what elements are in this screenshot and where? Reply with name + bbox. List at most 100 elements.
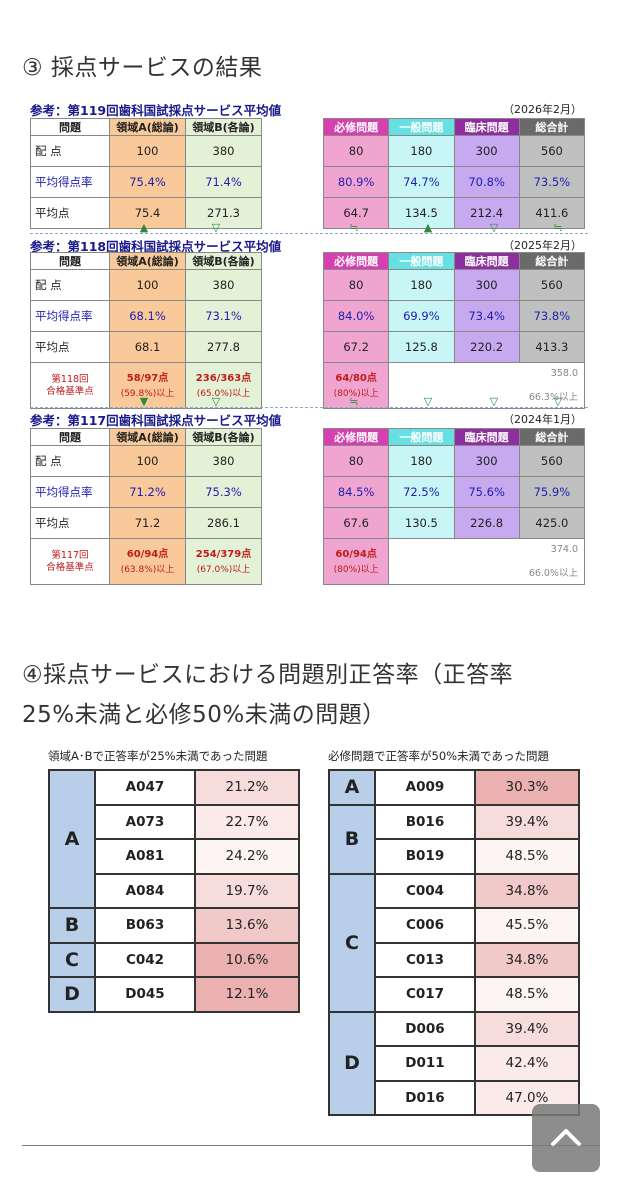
pass-value: 236/363点: [195, 373, 252, 384]
cell: 68.1%: [109, 300, 186, 332]
header-total: 総合計: [518, 428, 586, 446]
cell: 100: [109, 135, 186, 167]
block-117-date: （2024年1月）: [503, 413, 582, 426]
group-cell: A: [48, 769, 96, 909]
correct-rate: 19.7%: [194, 872, 300, 909]
header-area-b: 領域B(各論): [185, 118, 262, 136]
arrow-icon: ▽: [211, 395, 221, 408]
row-label-rate: 平均得点率: [30, 166, 110, 198]
header-area-a: 領域A(総論): [109, 118, 186, 136]
arrow-icon: ▲: [139, 221, 149, 234]
header-hissu: 必修問題: [322, 428, 390, 446]
arrow-icon: ▽: [553, 395, 563, 408]
pass-total-value: 358.0: [550, 368, 578, 379]
section-4-heading-line2: 25%未満と必修50%未満の問題）: [22, 702, 386, 728]
cell: 560: [518, 135, 586, 167]
correct-rate: 30.3%: [474, 769, 580, 806]
pass-value: 60/94点: [335, 549, 377, 560]
header-area-a: 領域A(総論): [109, 428, 186, 446]
question-code: D045: [94, 976, 196, 1013]
row-label-avg: 平均点: [30, 197, 110, 229]
cell: 64.7: [322, 197, 390, 229]
pass-value: 254/379点: [195, 549, 252, 560]
correct-rate: 45.5%: [474, 907, 580, 944]
block-117-title: 参考：第117回歯科国試採点サービス平均値: [30, 413, 282, 428]
low-rate-table-ab: A A047 21.2% A073 22.7% A081 24.2% A084 …: [48, 769, 300, 1013]
question-code: C013: [374, 941, 476, 978]
header-mondai: 問題: [30, 252, 110, 270]
question-code: D006: [374, 1010, 476, 1047]
correct-rate: 47.0%: [474, 1079, 580, 1116]
cell: 212.4: [453, 197, 520, 229]
cell: 100: [109, 269, 186, 301]
header-area-b: 領域B(各論): [185, 252, 262, 270]
cell: 68.1: [109, 331, 186, 363]
chevron-up-icon: [551, 1129, 581, 1146]
block-119-right-table: 必修問題 一般問題 臨床問題 総合計 80 180 300 560 80.9% …: [322, 118, 586, 229]
pass-threshold-label: 第117回 合格基準点: [30, 538, 110, 585]
row-label-avg: 平均点: [30, 331, 110, 363]
cell: 74.7%: [388, 166, 455, 198]
correct-rate: 48.5%: [474, 976, 580, 1013]
cell: 84.0%: [322, 300, 390, 332]
cell: 180: [388, 135, 455, 167]
block-118-right-table: 必修問題 一般問題 臨床問題 総合計 80 180 300 560 84.0% …: [322, 252, 586, 409]
question-code: B016: [374, 803, 476, 840]
cell: 75.4%: [109, 166, 186, 198]
pass-threshold-label: 第118回 合格基準点: [30, 362, 110, 409]
bottom-divider: [22, 1145, 600, 1146]
cell: 130.5: [388, 507, 455, 539]
cell: 425.0: [518, 507, 586, 539]
arrow-icon: ▽: [489, 221, 499, 234]
cell: 180: [388, 445, 455, 477]
group-cell: D: [328, 1010, 376, 1116]
arrow-icon: ▲: [423, 221, 433, 234]
cell: 73.8%: [518, 300, 586, 332]
correct-rate: 21.2%: [194, 769, 300, 806]
block-117-right-table: 必修問題 一般問題 臨床問題 総合計 80 180 300 560 84.5% …: [322, 428, 586, 585]
cell: 220.2: [453, 331, 520, 363]
question-code: A081: [94, 838, 196, 875]
block-119-date: （2026年2月）: [503, 103, 582, 116]
question-code: C004: [374, 872, 476, 909]
section-4-heading: ④採点サービスにおける問題別正答率（正答率 25%未満と必修50%未満の問題）: [22, 655, 602, 735]
correct-rate: 22.7%: [194, 803, 300, 840]
pass-cell: 236/363点 (65.0%)以上: [185, 362, 262, 409]
cell: 100: [109, 445, 186, 477]
cell: 72.5%: [388, 476, 455, 508]
scroll-to-top-button[interactable]: [532, 1104, 600, 1172]
header-rinsho: 臨床問題: [453, 428, 520, 446]
group-cell: C: [328, 872, 376, 1013]
header-rinsho: 臨床問題: [453, 252, 520, 270]
correct-rate: 34.8%: [474, 872, 580, 909]
question-code: B019: [374, 838, 476, 875]
pass-cell: 254/379点 (67.0%)以上: [185, 538, 262, 585]
cell: 80.9%: [322, 166, 390, 198]
cell: 69.9%: [388, 300, 455, 332]
row-label-haiten: 配 点: [30, 135, 110, 167]
pass-total-cell: 358.0 66.3%以上: [388, 362, 585, 409]
cell: 380: [185, 445, 262, 477]
pass-cell: 64/80点 (80%)以上: [322, 362, 390, 409]
pass-percent: (63.8%)以上: [120, 565, 175, 575]
correct-rate: 12.1%: [194, 976, 300, 1013]
cell: 75.6%: [453, 476, 520, 508]
low-rate-table-hissu: A A009 30.3% B B016 39.4% B019 48.5% C C…: [328, 769, 580, 1116]
question-code: C017: [374, 976, 476, 1013]
pass-value: 58/97点: [126, 373, 169, 384]
cell: 300: [453, 135, 520, 167]
arrow-icon: ▽: [211, 221, 221, 234]
question-code: A084: [94, 872, 196, 909]
pass-total-percent: 66.3%以上: [528, 392, 578, 403]
pass-label-line1: 第118回: [51, 373, 89, 385]
cell: 75.4: [109, 197, 186, 229]
pass-cell: 60/94点 (63.8%)以上: [109, 538, 186, 585]
cell: 73.5%: [518, 166, 586, 198]
cell: 70.8%: [453, 166, 520, 198]
question-code: D016: [374, 1079, 476, 1116]
cell: 411.6: [518, 197, 586, 229]
pass-cell: 60/94点 (80%)以上: [322, 538, 390, 585]
cell: 413.3: [518, 331, 586, 363]
cell: 277.8: [185, 331, 262, 363]
correct-rate: 34.8%: [474, 941, 580, 978]
